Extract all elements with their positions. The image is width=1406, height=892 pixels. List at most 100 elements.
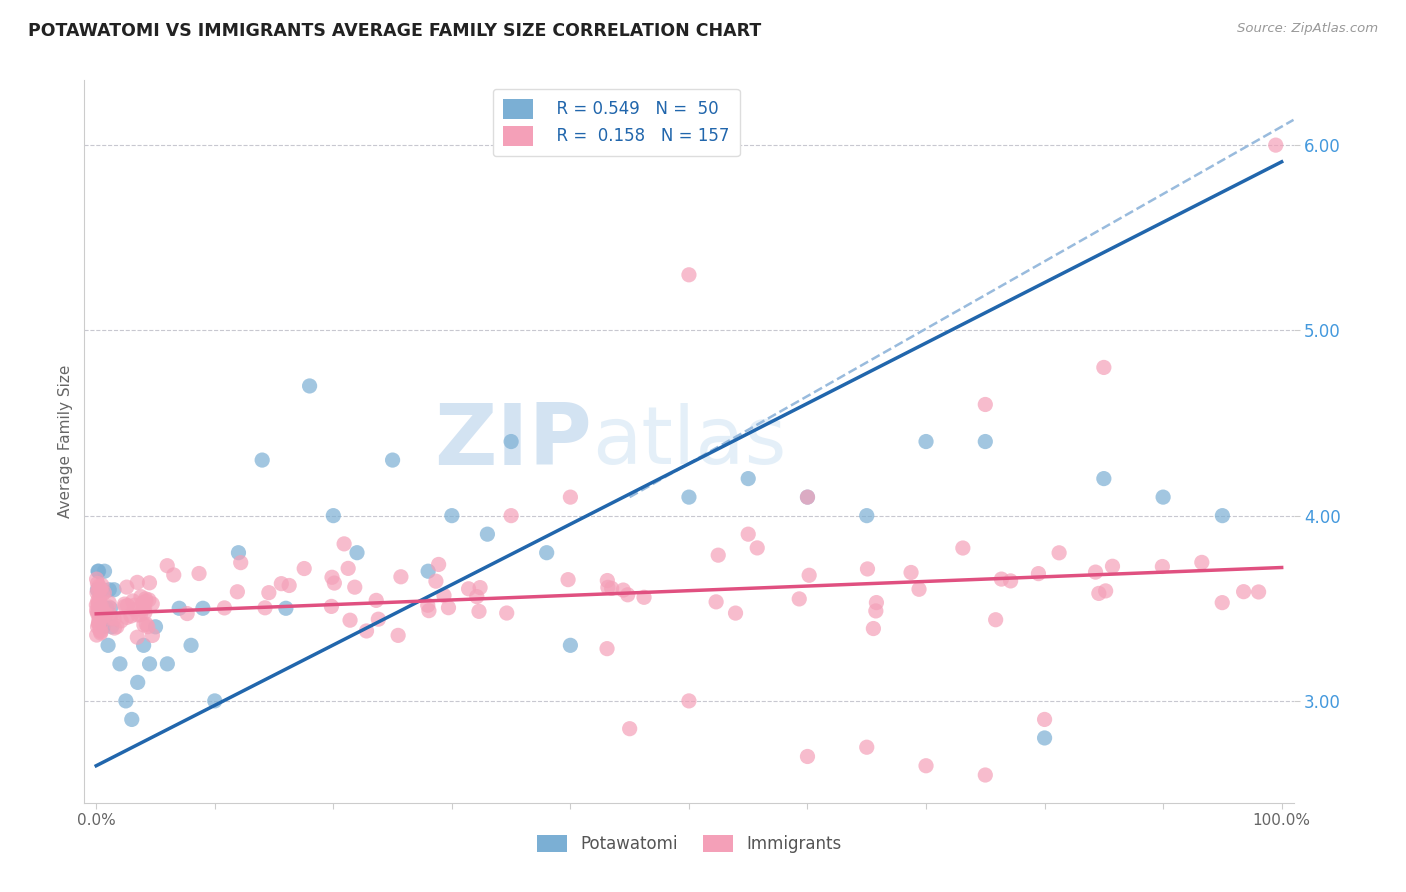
Point <box>418 564 440 578</box>
Point <box>356 624 378 638</box>
Point <box>93 608 115 623</box>
Point <box>799 568 821 582</box>
Point <box>433 589 456 603</box>
Point <box>90 616 112 631</box>
Point <box>418 604 440 618</box>
Point <box>343 580 366 594</box>
Point <box>87 594 110 608</box>
Point <box>228 546 250 560</box>
Point <box>501 434 523 449</box>
Point <box>952 541 974 555</box>
Point <box>87 605 110 619</box>
Point <box>560 490 582 504</box>
Point <box>121 713 143 727</box>
Point <box>91 578 114 592</box>
Point <box>94 607 117 621</box>
Text: Source: ZipAtlas.com: Source: ZipAtlas.com <box>1237 22 1378 36</box>
Point <box>292 561 315 575</box>
Point <box>1152 559 1174 574</box>
Point <box>132 599 155 613</box>
Point <box>747 541 769 555</box>
Point <box>270 576 292 591</box>
Point <box>127 575 149 590</box>
Point <box>278 578 301 592</box>
Point <box>339 613 361 627</box>
Point <box>915 758 938 772</box>
Text: ZIP: ZIP <box>434 400 592 483</box>
Point <box>416 599 439 613</box>
Point <box>501 508 523 523</box>
Point <box>440 508 463 523</box>
Point <box>560 638 582 652</box>
Point <box>96 601 118 615</box>
Point <box>100 601 122 615</box>
Point <box>188 566 211 581</box>
Point <box>98 611 121 625</box>
Point <box>322 508 344 523</box>
Point <box>425 574 447 589</box>
Point <box>180 638 202 652</box>
Point <box>596 641 619 656</box>
Point <box>787 591 810 606</box>
Point <box>900 566 922 580</box>
Point <box>274 601 297 615</box>
Point <box>87 598 110 612</box>
Point <box>974 397 997 411</box>
Point <box>100 609 122 624</box>
Point <box>134 606 156 620</box>
Text: POTAWATOMI VS IMMIGRANTS AVERAGE FAMILY SIZE CORRELATION CHART: POTAWATOMI VS IMMIGRANTS AVERAGE FAMILY … <box>28 22 762 40</box>
Point <box>89 613 111 627</box>
Point <box>366 593 388 607</box>
Point <box>1152 490 1174 504</box>
Point <box>796 749 818 764</box>
Point <box>127 675 149 690</box>
Point <box>226 584 249 599</box>
Point <box>468 581 491 595</box>
Point <box>1264 138 1286 153</box>
Point <box>1247 585 1270 599</box>
Point <box>138 575 160 590</box>
Point <box>367 612 389 626</box>
Point <box>204 694 226 708</box>
Point <box>381 453 404 467</box>
Point <box>457 582 479 596</box>
Point <box>427 558 450 572</box>
Point <box>855 740 877 755</box>
Point <box>1033 731 1056 745</box>
Point <box>108 657 131 671</box>
Point <box>1084 565 1107 579</box>
Point <box>86 604 108 618</box>
Point <box>115 580 138 594</box>
Point <box>321 599 343 614</box>
Point <box>176 607 198 621</box>
Point <box>477 527 499 541</box>
Point <box>89 624 111 638</box>
Point <box>678 694 700 708</box>
Point <box>163 568 186 582</box>
Point <box>138 657 160 671</box>
Point <box>337 561 360 575</box>
Point <box>298 379 321 393</box>
Point <box>115 694 138 708</box>
Point <box>214 601 236 615</box>
Point <box>87 615 110 629</box>
Point <box>1101 559 1123 574</box>
Point <box>134 591 156 606</box>
Point <box>90 624 112 639</box>
Point <box>141 628 163 642</box>
Point <box>86 576 108 591</box>
Point <box>1028 566 1050 581</box>
Point <box>138 593 160 607</box>
Point <box>87 579 110 593</box>
Point <box>855 508 877 523</box>
Point <box>707 548 730 562</box>
Point <box>1092 360 1115 375</box>
Point <box>156 657 179 671</box>
Point <box>89 582 111 597</box>
Point <box>616 588 638 602</box>
Point <box>90 605 112 619</box>
Point <box>1191 555 1213 569</box>
Point <box>115 610 138 624</box>
Point <box>120 609 142 624</box>
Point <box>132 638 155 652</box>
